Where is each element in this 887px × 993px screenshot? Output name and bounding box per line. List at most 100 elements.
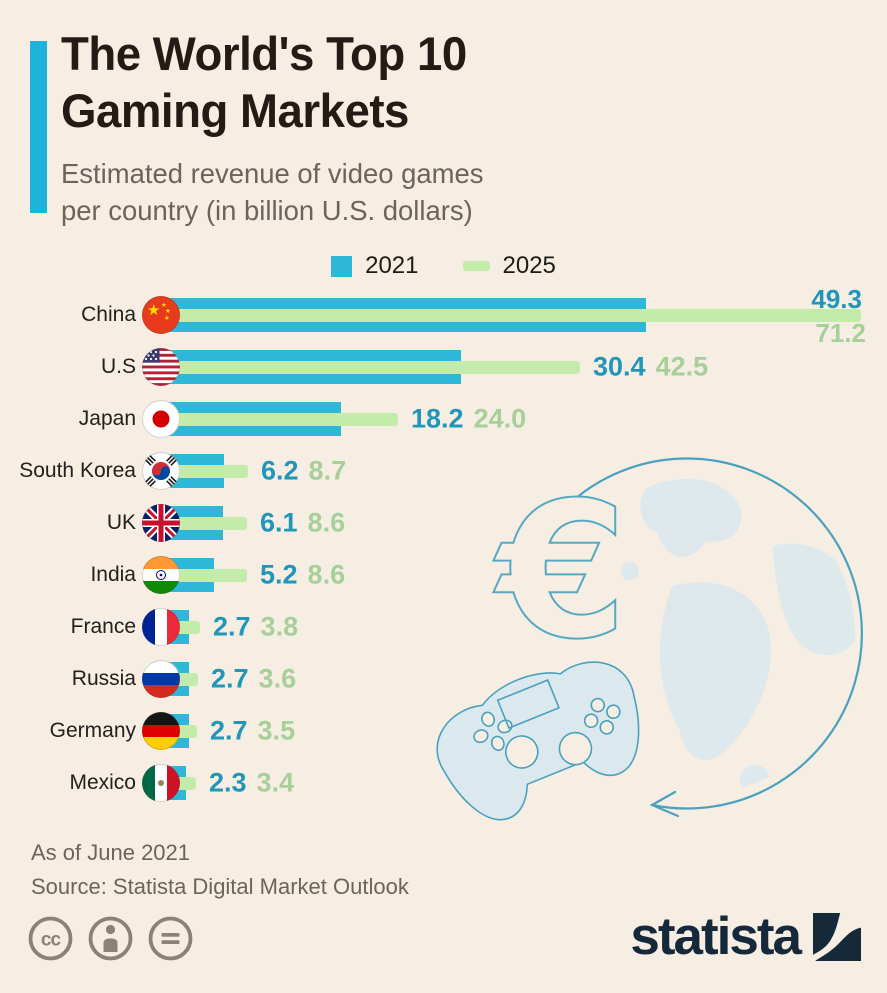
no-derivatives-icon <box>148 916 193 961</box>
page-title-line1: The World's Top 10 <box>61 27 467 80</box>
bar-2025 <box>163 308 861 322</box>
watermark-illustration: € <box>436 457 863 821</box>
chart-row-south-korea: South Korea 6.2 8.7 <box>0 445 887 497</box>
value-2021: 30.4 <box>593 351 646 382</box>
value-2021: 2.3 <box>209 767 247 798</box>
chart-row-uk: UK 6.1 8.6 <box>0 497 887 549</box>
legend-label: 2025 <box>502 252 556 279</box>
legend: 2021 2025 <box>0 252 887 280</box>
license-icons: cc <box>27 915 194 962</box>
country-label: Russia <box>71 667 136 690</box>
india-flag-icon <box>142 556 180 594</box>
bar-2025 <box>163 516 247 530</box>
chart-row-japan: Japan 18.2 24.0 <box>0 393 887 445</box>
uk-flag-icon <box>142 504 180 542</box>
country-label: France <box>70 615 136 638</box>
country-label: India <box>90 563 136 586</box>
chart-row-china: China ★ ★ ★ ★ 49.3 71.2 <box>0 284 887 346</box>
legend-label: 2021 <box>365 252 419 279</box>
subtitle: Estimated revenue of video games per cou… <box>61 156 484 230</box>
bar-2025 <box>163 412 398 426</box>
chart-row-india: India 5.2 8.6 <box>0 549 887 601</box>
bar-2025 <box>163 360 580 374</box>
value-labels: 30.4 42.5 <box>593 352 708 383</box>
value-2021: 18.2 <box>411 403 464 434</box>
statista-logo: statista <box>630 910 861 963</box>
value-2025: 3.5 <box>257 715 296 746</box>
mexico-flag-icon <box>142 764 180 802</box>
orbit-arrow-icon <box>527 457 863 818</box>
value-labels: 6.1 8.6 <box>260 508 345 539</box>
value-2025: 42.5 <box>655 351 709 382</box>
value-labels: 5.2 8.6 <box>260 560 345 591</box>
value-labels: 2.3 3.4 <box>209 768 294 799</box>
value-2025: 8.7 <box>308 455 347 486</box>
value-2025: 8.6 <box>307 559 346 590</box>
chart-row-u-s: U.S 30.4 42.5 <box>0 341 887 393</box>
source-note: Source: Statista Digital Market Outlook <box>31 874 409 900</box>
subtitle-line2: per country (in billion U.S. dollars) <box>61 194 473 226</box>
title-accent-bar <box>30 41 47 213</box>
value-2025: 8.6 <box>307 507 346 538</box>
legend-swatch-2025 <box>462 261 490 271</box>
legend-item-2021: 2021 <box>331 252 419 280</box>
page-title: The World's Top 10 Gaming Markets <box>61 26 467 140</box>
as-of-note: As of June 2021 <box>31 840 191 865</box>
chart-row-france: France 2.7 3.8 <box>0 601 887 653</box>
country-label: Germany <box>49 719 136 742</box>
value-2021: 2.7 <box>211 663 249 694</box>
germany-flag-icon <box>142 712 180 750</box>
svg-text:★: ★ <box>165 307 171 315</box>
value-2021: 5.2 <box>260 559 298 590</box>
bar-chart: China ★ ★ ★ ★ 49.3 71.2 U.S 30.4 42.5 Japan 18.2 24.… <box>0 284 887 819</box>
svg-text:★: ★ <box>147 301 160 319</box>
value-labels: 18.2 24.0 <box>411 404 526 435</box>
svg-text:★: ★ <box>161 301 167 309</box>
us-flag-icon <box>142 348 180 386</box>
cc-icon: cc <box>28 916 73 961</box>
value-2025: 3.6 <box>258 663 297 694</box>
svg-text:★: ★ <box>164 314 170 322</box>
chart-row-germany: Germany 2.7 3.5 <box>0 705 887 757</box>
game-controller-icon <box>436 661 640 821</box>
value-2025: 24.0 <box>473 403 527 434</box>
subtitle-line1: Estimated revenue of video games <box>61 158 484 189</box>
country-label: UK <box>106 511 136 534</box>
svg-text:cc: cc <box>41 930 62 951</box>
legend-swatch-2021 <box>331 255 353 277</box>
legend-item-2025: 2025 <box>462 252 556 280</box>
country-label: China <box>81 303 136 326</box>
value-labels: 2.7 3.5 <box>210 716 295 747</box>
euro-icon: € <box>493 462 628 681</box>
value-2025: 3.4 <box>256 767 295 798</box>
france-flag-icon <box>142 608 180 646</box>
value-2021: 49.3 <box>811 284 862 314</box>
chart-row-mexico: Mexico 2.3 3.4 <box>0 757 887 809</box>
footnote: As of June 2021 Source: Statista Digital… <box>31 836 409 904</box>
country-label: South Korea <box>19 459 136 482</box>
value-2021: 6.1 <box>260 507 298 538</box>
country-label: Japan <box>78 407 136 430</box>
statista-wordmark: statista <box>630 907 802 966</box>
value-2025: 3.8 <box>260 611 299 642</box>
value-2021: 2.7 <box>213 611 251 642</box>
china-flag-icon: ★ ★ ★ ★ <box>142 296 180 334</box>
statista-logo-mark <box>813 912 861 961</box>
value-labels: 2.7 3.6 <box>211 664 296 695</box>
globe-icon <box>567 478 855 794</box>
country-label: U.S <box>100 355 136 378</box>
bar-2025 <box>163 464 248 478</box>
value-labels: 6.2 8.7 <box>261 456 346 487</box>
attribution-icon <box>88 916 133 961</box>
chart-row-russia: Russia 2.7 3.6 <box>0 653 887 705</box>
value-2021: 6.2 <box>261 455 299 486</box>
page-title-line2: Gaming Markets <box>61 83 409 137</box>
bar-2025 <box>163 568 247 582</box>
value-2025: 71.2 <box>815 318 866 348</box>
value-labels: 2.7 3.8 <box>213 612 298 643</box>
japan-flag-icon <box>142 400 180 438</box>
south-korea-flag-icon <box>142 452 180 490</box>
russia-flag-icon <box>142 660 180 698</box>
country-label: Mexico <box>69 771 136 794</box>
